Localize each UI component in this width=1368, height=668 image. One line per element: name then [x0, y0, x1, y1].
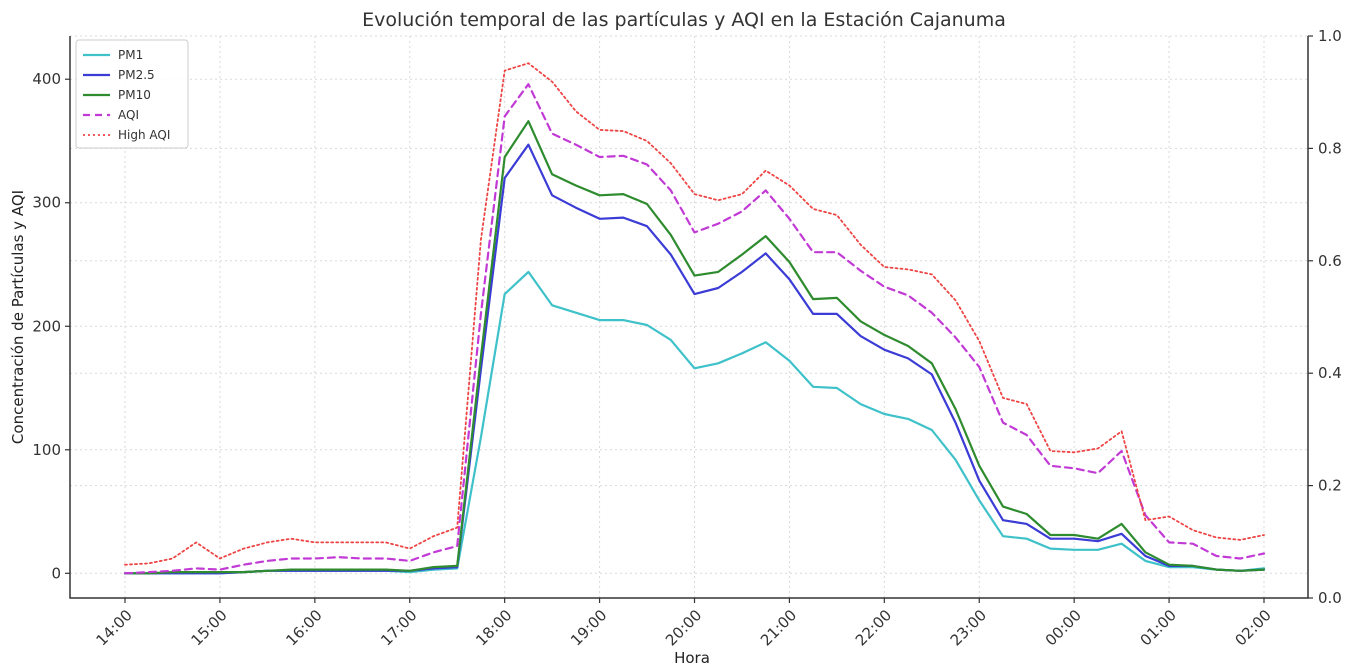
x-axis: 14:00 15:00 16:00 17:00 18:00 19:00 20:00 21:00…: [93, 598, 1275, 649]
series-line-aqi: [123, 83, 1266, 575]
y-tick-label: 0: [51, 564, 61, 582]
legend-label: PM10: [118, 88, 151, 102]
x-tick-label: 17:00: [377, 606, 420, 649]
legend-label: High AQI: [118, 128, 170, 142]
y-tick-label: 200: [32, 317, 61, 335]
legend-label: PM1: [118, 48, 143, 62]
series-line-pm10: [123, 120, 1266, 575]
chart-title: Evolución temporal de las partículas y A…: [362, 9, 1006, 31]
series-lines: [123, 62, 1266, 575]
y2-tick-label: 1.0: [1318, 27, 1342, 45]
y2-tick-label: 0.6: [1318, 252, 1342, 270]
y2-tick-label: 0.0: [1318, 589, 1342, 607]
legend-label: PM2.5: [118, 68, 155, 82]
x-tick-label: 21:00: [757, 606, 800, 649]
y-axis-left: 0 100 200 300 400: [32, 70, 70, 582]
x-tick-label: 23:00: [947, 606, 990, 649]
x-tick-label: 01:00: [1137, 606, 1180, 649]
x-tick-label: 20:00: [662, 606, 705, 649]
legend-label: AQI: [118, 108, 139, 122]
x-tick-label: 14:00: [93, 606, 136, 649]
y2-tick-label: 0.2: [1318, 477, 1342, 495]
x-tick-label: 18:00: [472, 606, 515, 649]
y-tick-label: 300: [32, 194, 61, 212]
grid: [70, 35, 1308, 599]
y-axis-right: 0.0 0.2 0.4 0.6 0.8 1.0: [1308, 27, 1342, 607]
y-axis-title: Concentración de Partículas y AQI: [9, 190, 27, 444]
legend-box: [75, 39, 189, 149]
x-axis-title: Hora: [674, 649, 710, 667]
series-line-pm2-5: [123, 143, 1266, 575]
x-tick-label: 22:00: [852, 606, 895, 649]
x-tick-label: 02:00: [1232, 606, 1275, 649]
legend: PM1 PM2.5 PM10 AQI High AQI: [75, 39, 189, 149]
y2-tick-label: 0.4: [1318, 364, 1342, 382]
x-tick-label: 15:00: [187, 606, 230, 649]
x-tick-label: 16:00: [282, 606, 325, 649]
x-tick-label: 00:00: [1042, 606, 1085, 649]
series-line-high-aqi: [124, 62, 1265, 566]
plot-axes: [69, 36, 1309, 599]
y2-tick-label: 0.8: [1318, 139, 1342, 157]
y-tick-label: 100: [32, 441, 61, 459]
x-tick-label: 19:00: [567, 606, 610, 649]
y-tick-label: 400: [32, 70, 61, 88]
